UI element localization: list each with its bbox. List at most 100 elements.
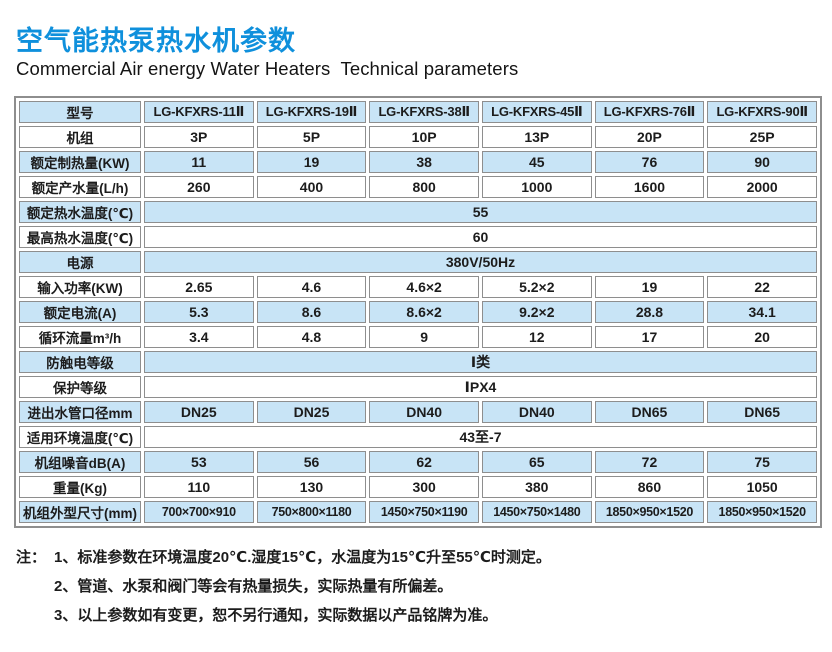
notes-prefix: 注： [16, 549, 47, 566]
row-label-cell: 输入功率(KW) [19, 276, 141, 298]
row-value-cell: 400 [256, 176, 367, 198]
row-value-cell: 76 [594, 151, 705, 173]
row-value-cell: 34.1 [707, 301, 817, 323]
row-value-cell: 5.3 [144, 301, 254, 323]
model-header-cell: LG-KFXRS-11Ⅱ [144, 101, 254, 123]
row-label-cell: 重量(Kg) [19, 476, 141, 498]
table-row: 适用环境温度(℃) 43至-7 [19, 426, 817, 448]
row-value-cell: 1600 [594, 176, 705, 198]
notes: 注： 1、标准参数在环境温度20℃.湿度15℃，水温度为15℃升至55℃时测定。… [16, 543, 551, 630]
row-value-cell: 45 [481, 151, 592, 173]
row-value-cell: 4.6×2 [369, 276, 479, 298]
row-value-cell: 38 [369, 151, 479, 173]
row-value-cell: 800 [369, 176, 479, 198]
row-value-cell: 28.8 [594, 301, 705, 323]
row-label-cell: 额定产水量(L/h) [19, 176, 141, 198]
notes-list: 1、标准参数在环境温度20℃.湿度15℃，水温度为15℃升至55℃时测定。 2、… [54, 543, 551, 630]
row-value-cell: 11 [144, 151, 254, 173]
row-value-cell: 5P [256, 126, 367, 148]
row-value-cell: 4.6 [256, 276, 367, 298]
note-line-2: 2、管道、水泵和阀门等会有热量损失，实际热量有所偏差。 [54, 578, 453, 595]
row-value-cell: 12 [481, 326, 592, 348]
row-label-cell: 保护等级 [19, 376, 141, 398]
table-row: 防触电等级 Ⅰ类 [19, 351, 817, 373]
row-value-cell: 19 [594, 276, 705, 298]
row-label-cell: 最高热水温度(℃) [19, 226, 141, 248]
row-value-cell: 1050 [707, 476, 817, 498]
row-value-cell: 9 [369, 326, 479, 348]
row-value-cell: 1850×950×1520 [707, 501, 817, 523]
row-value-cell: 10P [369, 126, 479, 148]
table-row: 最高热水温度(℃) 60 [19, 226, 817, 248]
table-row: 机组噪音dB(A) 53 56 62 65 72 75 [19, 451, 817, 473]
row-value-cell: 1000 [481, 176, 592, 198]
page-subtitle: Commercial Air energy Water Heaters Tech… [16, 58, 519, 79]
model-header-cell: LG-KFXRS-45Ⅱ [481, 101, 592, 123]
row-value-cell: 22 [707, 276, 817, 298]
row-label-cell: 电源 [19, 251, 141, 273]
row-value-cell: 8.6×2 [369, 301, 479, 323]
table-row: 机组 3P 5P 10P 13P 20P 25P [19, 126, 817, 148]
row-value-cell: 17 [594, 326, 705, 348]
table-header-row: 型号 LG-KFXRS-11Ⅱ LG-KFXRS-19Ⅱ LG-KFXRS-38Ⅱ LG… [19, 101, 817, 123]
row-label-cell: 防触电等级 [19, 351, 141, 373]
row-label-cell: 机组外型尺寸(mm) [19, 501, 141, 523]
row-span-value-cell: 43至-7 [144, 426, 817, 448]
model-header-cell: LG-KFXRS-19Ⅱ [256, 101, 367, 123]
row-label-cell: 机组噪音dB(A) [19, 451, 141, 473]
table-row: 输入功率(KW) 2.65 4.6 4.6×2 5.2×2 19 22 [19, 276, 817, 298]
row-value-cell: 3P [144, 126, 254, 148]
row-value-cell: DN40 [481, 401, 592, 423]
row-value-cell: 53 [144, 451, 254, 473]
table-row: 额定产水量(L/h) 260 400 800 1000 1600 2000 [19, 176, 817, 198]
row-label-cell: 适用环境温度(℃) [19, 426, 141, 448]
table-row: 机组外型尺寸(mm) 700×700×910 750×800×1180 1450×75… [19, 501, 817, 523]
row-value-cell: 1450×750×1480 [481, 501, 592, 523]
row-value-cell: 130 [256, 476, 367, 498]
row-value-cell: 300 [369, 476, 479, 498]
row-value-cell: 2.65 [144, 276, 254, 298]
row-value-cell: 62 [369, 451, 479, 473]
row-value-cell: 4.8 [256, 326, 367, 348]
row-value-cell: 2000 [707, 176, 817, 198]
table-row: 电源 380V/50Hz [19, 251, 817, 273]
row-span-value-cell: ⅠPX4 [144, 376, 817, 398]
note-line-3: 3、以上参数如有变更，恕不另行通知，实际数据以产品铭牌为准。 [54, 607, 498, 624]
row-value-cell: 13P [481, 126, 592, 148]
row-value-cell: 20P [594, 126, 705, 148]
row-value-cell: 72 [594, 451, 705, 473]
table-row: 进出水管口径mm DN25 DN25 DN40 DN40 DN65 DN65 [19, 401, 817, 423]
row-value-cell: 90 [707, 151, 817, 173]
row-value-cell: 110 [144, 476, 254, 498]
page-title: 空气能热泵热水机参数 [16, 26, 296, 56]
row-span-value-cell: 60 [144, 226, 817, 248]
row-value-cell: 3.4 [144, 326, 254, 348]
row-label-cell: 循环流量m³/h [19, 326, 141, 348]
row-span-value-cell: 380V/50Hz [144, 251, 817, 273]
row-label-cell: 额定电流(A) [19, 301, 141, 323]
model-header-cell: LG-KFXRS-76Ⅱ [594, 101, 705, 123]
model-header-cell: LG-KFXRS-90Ⅱ [707, 101, 817, 123]
row-value-cell: 1450×750×1190 [369, 501, 479, 523]
row-value-cell: 20 [707, 326, 817, 348]
row-value-cell: 19 [256, 151, 367, 173]
row-value-cell: 750×800×1180 [256, 501, 367, 523]
table-row: 循环流量m³/h 3.4 4.8 9 12 17 20 [19, 326, 817, 348]
row-value-cell: 5.2×2 [481, 276, 592, 298]
row-value-cell: 25P [707, 126, 817, 148]
row-value-cell: DN40 [369, 401, 479, 423]
row-value-cell: 260 [144, 176, 254, 198]
model-header-cell: LG-KFXRS-38Ⅱ [369, 101, 479, 123]
table-row: 额定制热量(KW) 11 19 38 45 76 90 [19, 151, 817, 173]
header-label-cell: 型号 [19, 101, 141, 123]
table-row: 保护等级 ⅠPX4 [19, 376, 817, 398]
row-value-cell: 75 [707, 451, 817, 473]
row-value-cell: 700×700×910 [144, 501, 254, 523]
row-value-cell: DN25 [144, 401, 254, 423]
row-span-value-cell: 55 [144, 201, 817, 223]
table-row: 额定电流(A) 5.3 8.6 8.6×2 9.2×2 28.8 34.1 [19, 301, 817, 323]
row-value-cell: DN25 [256, 401, 367, 423]
table-row: 额定热水温度(℃) 55 [19, 201, 817, 223]
row-value-cell: 56 [256, 451, 367, 473]
